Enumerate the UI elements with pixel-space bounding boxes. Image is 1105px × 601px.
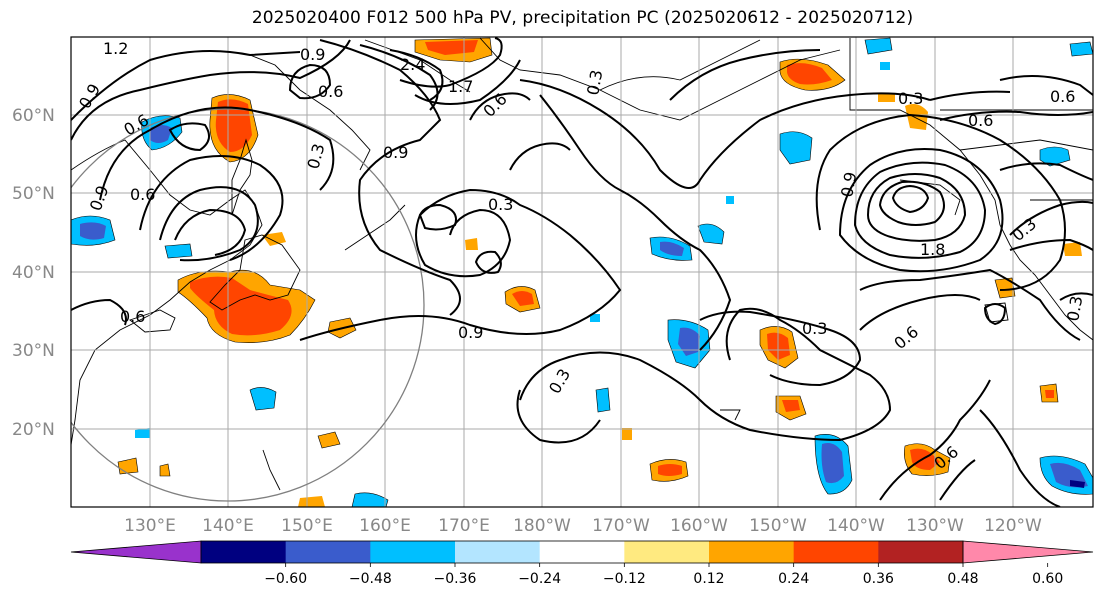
colorbar-segment [285,541,371,563]
colorbar-tick-label: −0.60 [264,571,307,587]
colorbar-segment [793,541,879,563]
range-circle [71,108,425,502]
contour-label: 1.8 [920,240,945,259]
lon-label: 160°E [359,516,411,536]
lat-label: 40°N [12,263,55,283]
contour-label: 0.9 [383,143,408,162]
lon-label: 170°W [592,516,650,536]
contour-label: 0.6 [120,307,145,326]
colorbar-segment [201,541,287,563]
colorbar-segment [539,541,625,563]
lon-label: 170°E [438,516,490,536]
lon-label: 150°W [749,516,807,536]
contour-label: 0.3 [898,89,923,108]
colorbar-tick-label: 0.60 [1032,571,1063,587]
colorbar-segment [709,541,795,563]
contour-label: 0.9 [458,323,483,342]
map-title: 2025020400 F012 500 hPa PV, precipitatio… [251,8,914,28]
colorbar-tick-label: −0.36 [434,571,477,587]
contour-label: 1.2 [103,39,128,58]
lon-label: 140°E [202,516,254,536]
longitude-labels: 130°E 140°E 150°E 160°E 170°E 180°W 170°… [124,516,1042,536]
lat-label: 30°N [12,341,55,361]
lon-label: 130°E [124,516,176,536]
lat-label: 50°N [12,184,55,204]
contour-label: 0.6 [968,111,993,130]
colorbar-segment [370,541,456,563]
colorbar: −0.60 −0.48 −0.36 −0.24 −0.12 0.12 0.24 0.36 0.4… [70,540,1094,587]
contour-label: 0.3 [583,68,606,96]
lat-label: 20°N [12,420,55,440]
contour-label: 0.3 [1063,294,1086,322]
contour-label: 0.6 [1050,87,1075,106]
contour-label: 0.9 [300,45,325,64]
colorbar-tick-label: 0.12 [693,571,724,587]
colorbar-tick-label: 0.36 [863,571,894,587]
graticule [71,37,1093,507]
contour-label: 0.6 [130,185,155,204]
pv-contours [71,37,1093,507]
contour-label: 1.7 [448,77,473,96]
colorbar-tick-label: −0.12 [603,571,646,587]
contour-label: 2.4 [400,55,425,74]
lon-label: 180°W [513,516,571,536]
contour-label: 0.9 [837,170,860,198]
lon-label: 160°W [670,516,728,536]
colorbar-frame [200,540,964,564]
lat-label: 60°N [12,106,55,126]
contour-label: 0.3 [802,319,827,338]
precipitation-shading [71,37,1093,507]
colorbar-tick-label: −0.48 [349,571,392,587]
colorbar-tick-label: −0.24 [518,571,561,587]
map-frame [70,36,1094,508]
colorbar-tick-label: 0.48 [947,571,978,587]
lon-label: 150°E [281,516,333,536]
colorbar-extend-low [70,540,202,564]
contour-label: 0.6 [318,82,343,101]
colorbar-tick-label: 0.24 [778,571,809,587]
latitude-labels: 60°N 50°N 40°N 30°N 20°N [12,106,55,440]
colorbar-segment [455,541,541,563]
lon-label: 130°W [906,516,964,536]
lon-label: 140°W [827,516,885,536]
colorbar-extend-high [962,540,1094,564]
contour-label: 0.3 [488,195,513,214]
lon-label: 120°W [984,516,1042,536]
colorbar-segment [624,541,710,563]
colorbar-segment [878,541,964,563]
